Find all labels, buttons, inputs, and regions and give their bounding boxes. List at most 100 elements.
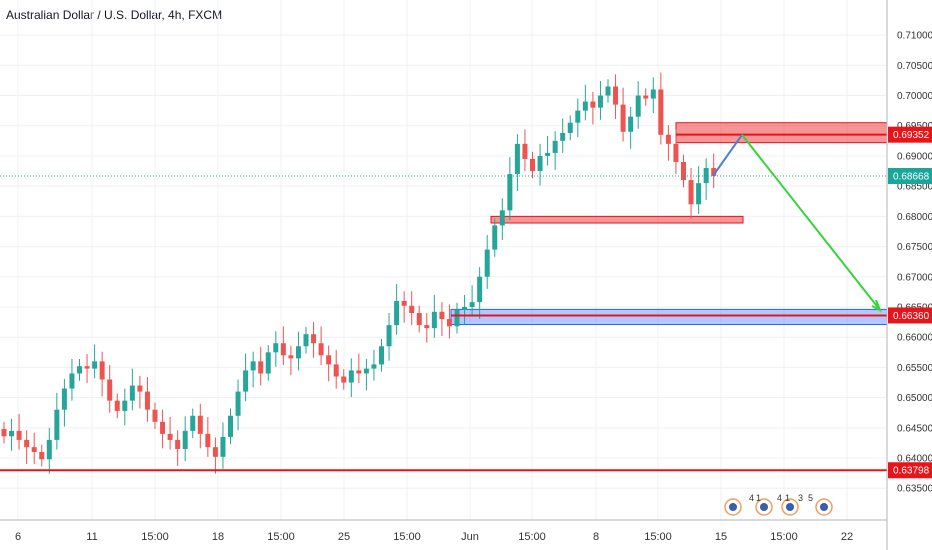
y-tick-label: 0.68500 — [897, 182, 932, 193]
y-tick-label: 0.64000 — [897, 454, 932, 465]
candle-body — [363, 368, 369, 374]
x-tick-label: 6 — [15, 531, 21, 543]
zone-support — [490, 215, 744, 224]
y-tick-label: 0.64500 — [897, 423, 932, 434]
y-tick-label: 0.66000 — [897, 333, 932, 344]
x-tick-label: 25 — [338, 531, 350, 543]
candle-body — [711, 168, 717, 176]
candle-body — [107, 379, 113, 401]
candle-body — [665, 134, 671, 144]
candle-body — [341, 376, 347, 383]
event-flag-dot — [786, 503, 794, 511]
candle-body — [9, 430, 15, 437]
x-tick-label: 8 — [593, 531, 599, 543]
candle-body — [205, 433, 211, 448]
horizontal-lines — [0, 133, 887, 472]
candle-body — [650, 89, 656, 99]
candle-body — [16, 430, 22, 440]
candle-body — [371, 364, 377, 369]
candle-body — [356, 370, 362, 374]
candle-body — [39, 451, 45, 460]
projection-down — [741, 134, 881, 311]
y-tick-label: 0.67500 — [897, 242, 932, 253]
x-tick-label: 22 — [841, 531, 853, 543]
event-count: 3 — [798, 493, 803, 503]
candle-body — [416, 313, 422, 326]
candle-body — [681, 161, 686, 181]
candle-body — [152, 409, 158, 422]
candle-body — [658, 89, 664, 135]
event-flag-dot — [729, 503, 737, 511]
x-tick-label: 15:00 — [644, 531, 672, 543]
candle-body — [114, 400, 120, 411]
arrow-head — [871, 299, 882, 313]
candle-body — [696, 183, 702, 205]
candle-body — [499, 210, 505, 226]
candle-body — [243, 370, 249, 392]
candle-body — [92, 361, 98, 369]
x-tick-label: 15:00 — [141, 531, 169, 543]
y-tick-label: 0.71000 — [897, 31, 932, 42]
candle-body — [54, 409, 60, 440]
candle-body — [326, 355, 332, 365]
candle-body — [311, 334, 317, 344]
y-tick-label: 0.63500 — [897, 484, 932, 495]
candle-body — [31, 447, 37, 452]
event-flag-dot — [760, 503, 768, 511]
candle-body — [688, 180, 694, 205]
candle-body — [280, 343, 286, 356]
candle-body — [61, 388, 67, 410]
candle-body — [522, 143, 528, 159]
candle-body — [582, 101, 588, 111]
event-count: 4 — [777, 493, 782, 503]
candle-body — [545, 152, 551, 156]
candle-body — [175, 439, 181, 449]
candle-body — [424, 325, 430, 329]
y-tick-label: 0.70000 — [897, 91, 932, 102]
candle-body — [288, 355, 294, 359]
candle-body — [348, 370, 354, 383]
event-count: 1 — [785, 493, 790, 503]
candle-body — [129, 385, 135, 401]
candle-body — [46, 439, 52, 460]
candle-body — [492, 225, 498, 250]
candle-body — [477, 276, 483, 303]
candle-body — [258, 361, 264, 374]
price-label-bg — [888, 126, 932, 143]
zone-support — [450, 308, 888, 326]
candles — [1, 72, 717, 474]
candle-body — [635, 95, 641, 117]
candle-body — [386, 325, 392, 347]
price-label-bg — [888, 168, 932, 185]
candle-body — [454, 310, 460, 327]
price-label: 0.68668 — [893, 172, 930, 183]
candle-body — [703, 168, 709, 184]
y-tick-label: 0.67000 — [897, 272, 932, 283]
x-tick-label: 18 — [212, 531, 224, 543]
candle-body — [295, 346, 301, 359]
zone-resistance — [675, 122, 888, 144]
candle-body — [567, 122, 573, 133]
candle-body — [265, 352, 271, 374]
candle-body — [431, 311, 437, 329]
candle-body — [530, 158, 535, 172]
zones — [450, 122, 888, 326]
candle-body — [24, 439, 30, 448]
candle-body — [537, 155, 543, 172]
chart-title: Australian Dollar / U.S. Dollar, 4h, FXC… — [6, 8, 223, 22]
candle-body — [439, 311, 445, 320]
candle-body — [122, 400, 128, 411]
candle-body — [144, 391, 150, 410]
candle-body — [69, 373, 75, 389]
event-count: 4 — [749, 493, 754, 503]
candle-body — [303, 334, 309, 347]
candle-body — [409, 305, 415, 314]
candle-body — [250, 361, 256, 371]
x-tick-label: 15:00 — [518, 531, 546, 543]
candle-body — [590, 101, 596, 108]
candle-body — [401, 300, 407, 306]
candle-body — [273, 343, 279, 353]
candle-body — [462, 306, 468, 311]
